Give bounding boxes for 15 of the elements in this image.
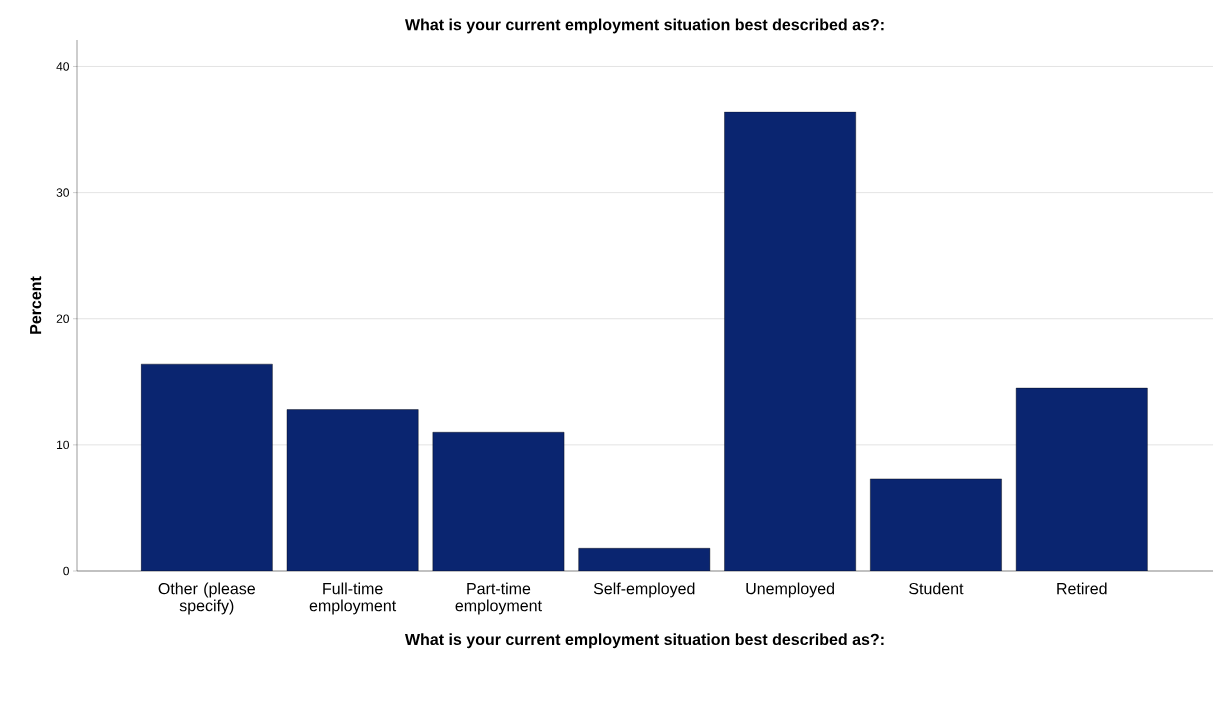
y-axis-title: Percent — [30, 276, 42, 334]
y-tick-label: 0 — [63, 566, 70, 576]
x-tick-label: Part-time employment — [455, 582, 542, 615]
y-tick-label: 40 — [56, 62, 69, 71]
x-tick-label: Other (please specify) — [158, 582, 255, 615]
x-axis-title: What is your current employment situation best described as?: — [404, 633, 884, 649]
y-tick-label: 10 — [57, 440, 69, 450]
x-tick-label: Unemployed — [746, 582, 834, 598]
x-tick-label: Self-employed — [593, 582, 695, 598]
y-tick-label: 30 — [56, 188, 69, 197]
chart-title: What is your current employment situation best described as?: — [404, 18, 884, 34]
x-tick-label: Retired — [1057, 582, 1107, 595]
y-tick-label: 20 — [56, 314, 69, 323]
x-tick-label: Full-time employment — [309, 582, 397, 615]
x-tick-label: Student — [909, 582, 964, 595]
